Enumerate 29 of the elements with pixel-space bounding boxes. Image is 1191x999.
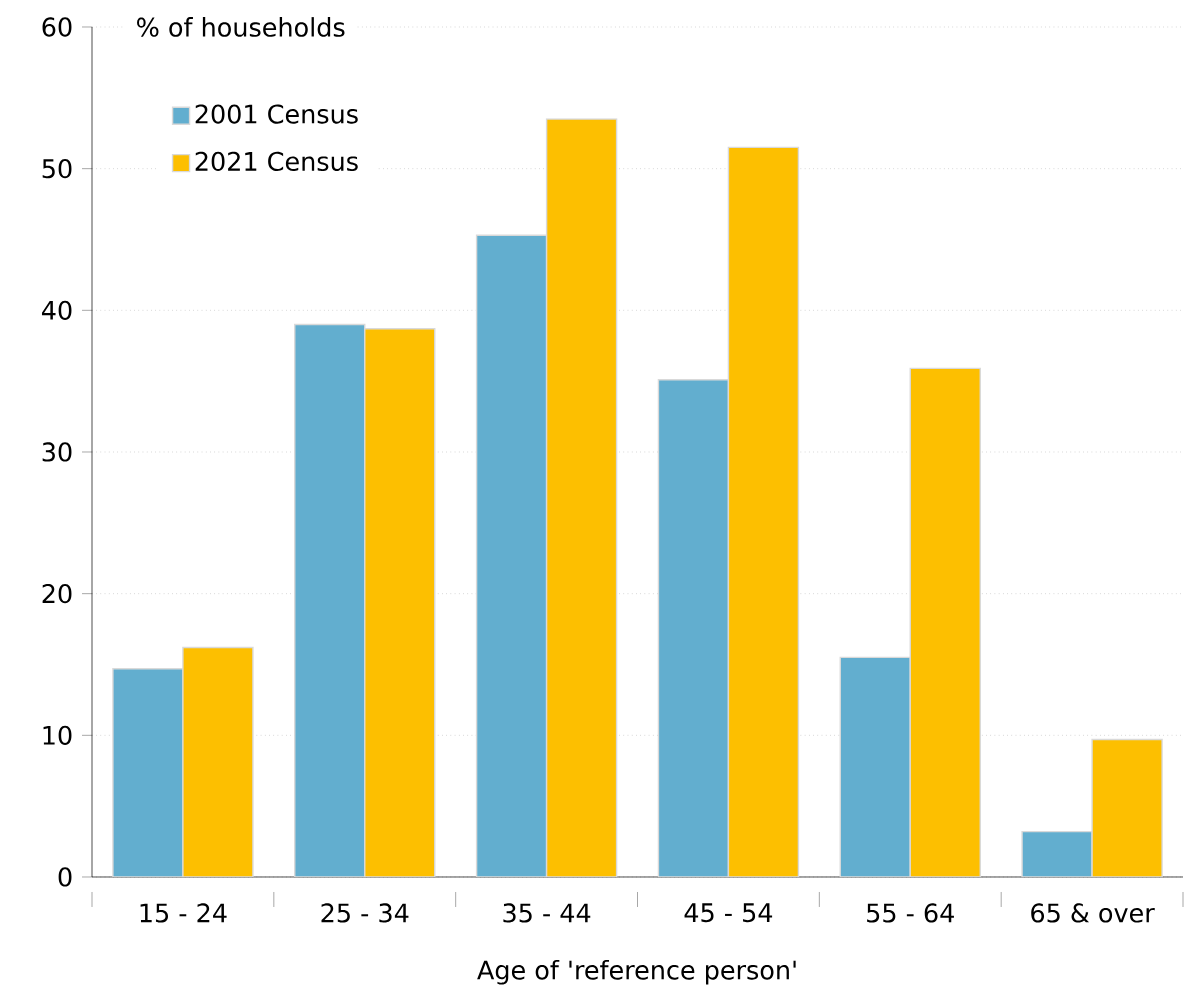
y-tick-label: 10 bbox=[43, 725, 72, 745]
x-tick-label: 15 - 24 bbox=[140, 903, 227, 923]
y-tick-label: 30 bbox=[42, 442, 72, 462]
bar bbox=[364, 328, 436, 877]
y-tick-label: 0 bbox=[58, 867, 72, 887]
x-tick-label: 45 - 54 bbox=[684, 903, 773, 923]
bar bbox=[727, 146, 800, 877]
y-tick-label: 40 bbox=[41, 300, 72, 320]
bar bbox=[909, 367, 981, 877]
bar bbox=[657, 379, 730, 877]
y-tick-label: 60 bbox=[42, 17, 72, 37]
bar bbox=[839, 656, 911, 877]
legend-label: 2001 Census bbox=[195, 104, 358, 124]
y-axis-title: % of households bbox=[137, 17, 345, 37]
bar bbox=[475, 234, 548, 877]
x-tick-label: 65 & over bbox=[1031, 903, 1155, 923]
bar bbox=[545, 118, 618, 877]
x-tick-label: 55 - 64 bbox=[867, 903, 954, 923]
legend-label: 2021 Census bbox=[195, 151, 358, 172]
y-tick-label: 50 bbox=[42, 159, 72, 179]
bar bbox=[112, 668, 184, 877]
bar bbox=[1021, 830, 1093, 877]
x-tick-label: 25 - 34 bbox=[321, 903, 409, 923]
bar bbox=[294, 323, 366, 877]
x-tick-label: 35 - 44 bbox=[503, 903, 591, 923]
y-tick-label: 20 bbox=[42, 584, 72, 604]
bar bbox=[1091, 738, 1163, 877]
x-axis-title: Age of 'reference person' bbox=[477, 959, 796, 985]
bar bbox=[182, 646, 254, 877]
